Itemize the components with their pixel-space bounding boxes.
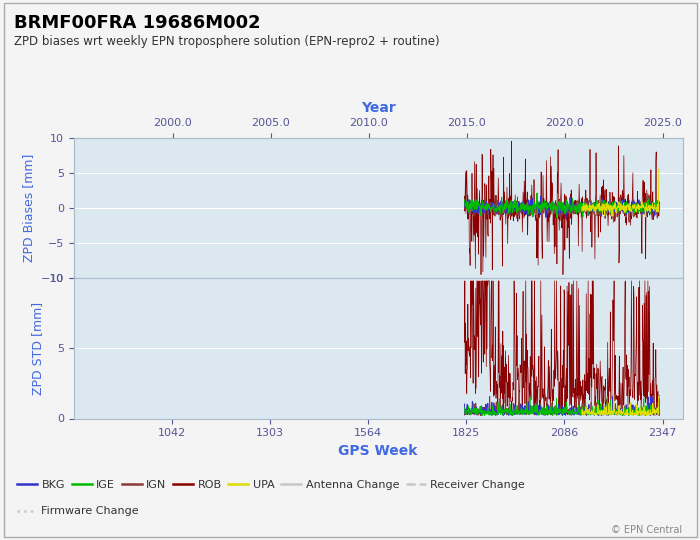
Text: © EPN Central: © EPN Central [611,524,682,535]
Y-axis label: ZPD Biases [mm]: ZPD Biases [mm] [22,154,35,262]
Text: BRMF00FRA 19686M002: BRMF00FRA 19686M002 [14,14,260,31]
Legend: BKG, IGE, IGN, ROB, UPA, Antenna Change, Receiver Change: BKG, IGE, IGN, ROB, UPA, Antenna Change,… [13,475,529,494]
Legend: Firmware Change: Firmware Change [13,502,144,521]
X-axis label: Year: Year [360,102,395,116]
X-axis label: GPS Week: GPS Week [338,444,418,458]
Y-axis label: ZPD STD [mm]: ZPD STD [mm] [32,302,44,395]
Text: ZPD biases wrt weekly EPN troposphere solution (EPN-repro2 + routine): ZPD biases wrt weekly EPN troposphere so… [14,35,440,48]
